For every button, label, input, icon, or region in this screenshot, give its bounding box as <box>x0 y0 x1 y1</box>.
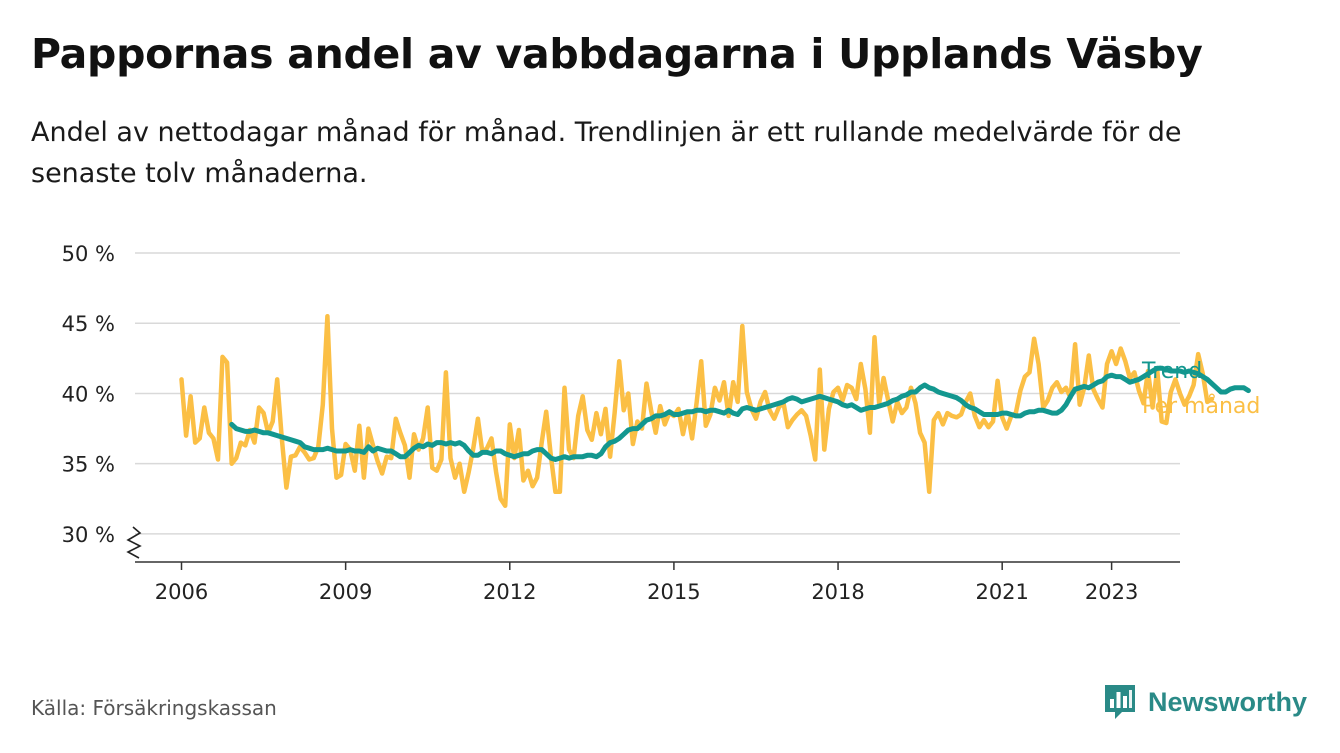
x-tick-label: 2006 <box>155 580 208 604</box>
x-tick-label: 2018 <box>811 580 864 604</box>
page-title: Pappornas andel av vabbdagarna i Uppland… <box>31 30 1203 78</box>
y-tick-label: 40 % <box>62 382 115 406</box>
x-tick-label: 2009 <box>319 580 372 604</box>
brand-logo[interactable]: Newsworthy <box>1102 682 1307 722</box>
y-tick-label: 45 % <box>62 312 115 336</box>
legend-monthly: Per månad <box>1142 393 1260 419</box>
legend-trend: Trend <box>1141 359 1202 384</box>
legend: Trend Per månad <box>1141 359 1260 419</box>
monthly-line <box>179 313 1215 509</box>
x-tick-label: 2015 <box>647 580 700 604</box>
page-subtitle: Andel av nettodagar månad för månad. Tre… <box>31 117 1182 189</box>
y-tick-label: 50 % <box>62 242 115 266</box>
bar-chart-speech-bubble-icon <box>1105 685 1135 719</box>
gridlines <box>135 252 1180 535</box>
y-tick-label: 35 % <box>62 453 115 477</box>
brand-name: Newsworthy <box>1148 686 1308 717</box>
series-lines <box>179 313 1251 509</box>
y-axis-ticks: 30 % 35 % 40 % 45 % 50 % <box>62 242 115 547</box>
x-axis: 2006 2009 2012 2015 2018 2021 2023 <box>126 526 1180 604</box>
zigzag-axis-break-icon <box>126 526 142 559</box>
trend-line <box>229 365 1251 462</box>
y-tick-label: 30 % <box>62 523 115 547</box>
source-note: Källa: Försäkringskassan <box>31 696 277 720</box>
x-tick-label: 2023 <box>1085 580 1138 604</box>
x-tick-label: 2012 <box>483 580 536 604</box>
x-tick-label: 2021 <box>975 580 1028 604</box>
